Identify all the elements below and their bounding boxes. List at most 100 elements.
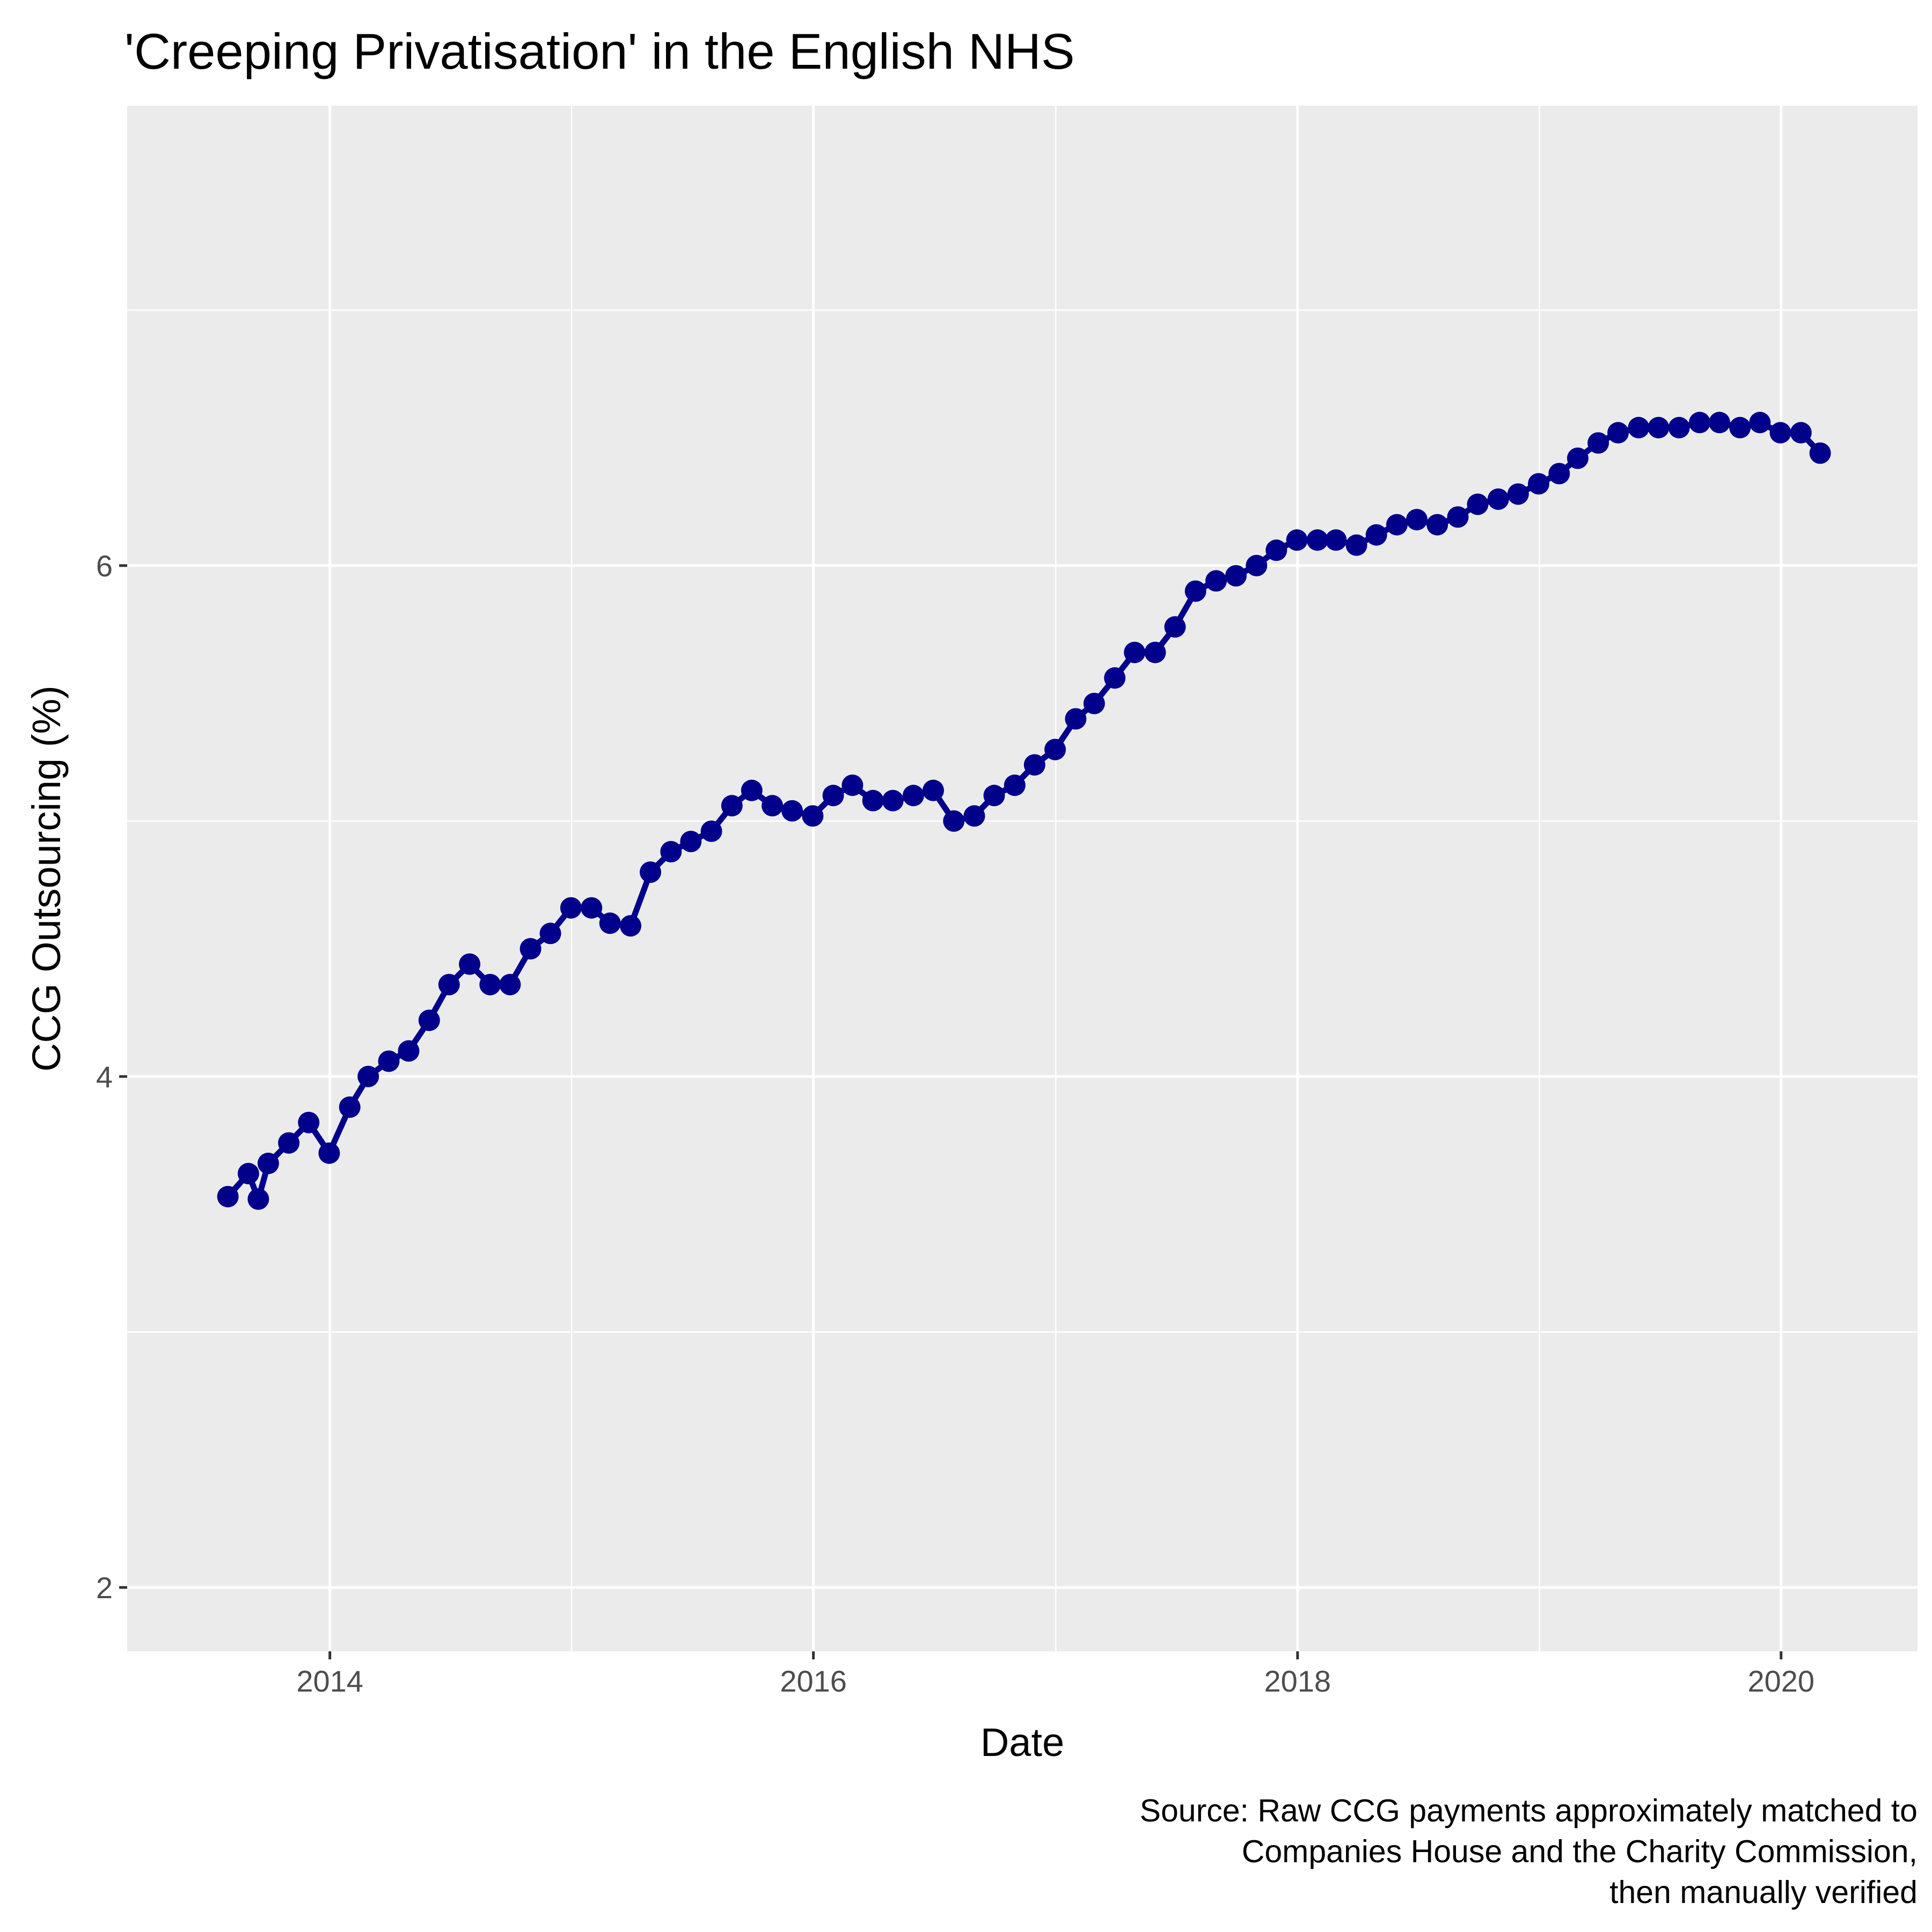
data-point: [1749, 412, 1771, 434]
data-point: [599, 912, 621, 934]
data-point: [357, 1065, 379, 1087]
data-point: [1528, 473, 1549, 495]
data-point: [479, 974, 501, 996]
data-point: [1507, 483, 1529, 505]
data-point: [660, 841, 682, 862]
data-point: [519, 938, 541, 960]
data-point: [640, 861, 661, 883]
data-point: [339, 1096, 361, 1118]
data-point: [418, 1009, 440, 1031]
data-point: [1164, 616, 1186, 638]
data-point: [1426, 514, 1448, 536]
data-point: [862, 789, 884, 811]
data-point: [680, 831, 702, 852]
data-point: [1083, 692, 1105, 714]
data-point: [1286, 529, 1308, 551]
caption-line-3: then manually verified: [1609, 1875, 1918, 1910]
data-point: [882, 789, 904, 811]
data-point: [802, 805, 824, 827]
data-point: [1467, 493, 1489, 515]
data-point: [741, 779, 763, 801]
y-axis-title: CCG Outsourcing (%): [24, 685, 69, 1072]
grid-lines: [127, 106, 1918, 1651]
data-point: [1065, 708, 1087, 730]
x-tick-label: 2018: [1264, 1664, 1331, 1698]
data-point: [1265, 539, 1287, 561]
data-point: [1587, 432, 1609, 454]
caption-line-2: Companies House and the Charity Commissi…: [1242, 1834, 1918, 1869]
data-point: [762, 795, 784, 817]
series-group: [217, 412, 1831, 1210]
axes: 2 4 6 2014 2016 2018 2020: [96, 549, 1814, 1698]
data-point: [1023, 754, 1045, 776]
data-point: [943, 810, 965, 832]
data-point: [1607, 422, 1629, 444]
data-point: [1729, 416, 1751, 438]
data-point: [378, 1050, 400, 1072]
y-tick-label: 6: [96, 549, 113, 583]
data-point: [438, 974, 460, 996]
data-point: [1487, 488, 1509, 510]
data-point: [1567, 447, 1589, 469]
data-point: [1345, 534, 1367, 556]
data-point: [1406, 509, 1428, 531]
data-point: [1668, 416, 1690, 438]
data-point: [700, 820, 722, 842]
caption: Source: Raw CCG payments approximately m…: [1140, 1793, 1918, 1910]
data-point: [298, 1111, 320, 1133]
data-point: [247, 1188, 269, 1210]
data-point: [963, 805, 985, 827]
data-point: [278, 1132, 300, 1154]
data-point: [1306, 529, 1328, 551]
data-point: [923, 779, 944, 801]
y-tick-label: 2: [96, 1571, 113, 1605]
data-point: [1104, 667, 1126, 689]
data-point: [1447, 506, 1469, 528]
data-point: [1790, 422, 1812, 444]
data-point: [257, 1152, 279, 1174]
data-point: [1648, 416, 1670, 438]
data-point: [1386, 514, 1408, 536]
data-point: [237, 1162, 259, 1184]
data-point: [581, 897, 603, 919]
data-point: [1225, 565, 1247, 587]
data-point: [841, 774, 863, 796]
data-point: [1004, 774, 1026, 796]
data-point: [1205, 570, 1227, 592]
data-point: [1709, 412, 1730, 434]
data-point: [1124, 641, 1146, 663]
data-point: [1809, 442, 1831, 464]
data-point: [1044, 738, 1066, 760]
data-point: [721, 795, 743, 817]
caption-line-1: Source: Raw CCG payments approximately m…: [1140, 1793, 1918, 1828]
data-point: [903, 785, 924, 807]
data-point: [822, 785, 844, 807]
data-point: [1325, 529, 1347, 551]
plot-panel: [127, 106, 1918, 1651]
data-point: [1365, 524, 1387, 546]
data-point: [1689, 412, 1710, 434]
x-tick-label: 2016: [780, 1664, 847, 1698]
data-point: [1184, 580, 1206, 602]
data-point: [1628, 416, 1650, 438]
data-point: [1548, 463, 1570, 485]
chart-title: 'Creeping Privatisation' in the English …: [125, 23, 1075, 79]
data-point: [560, 897, 582, 919]
data-point: [1246, 554, 1268, 576]
data-point: [499, 974, 521, 996]
data-point: [1769, 422, 1791, 444]
data-point: [1144, 641, 1166, 663]
x-tick-label: 2020: [1747, 1664, 1814, 1698]
x-tick-label: 2014: [296, 1664, 363, 1698]
data-point: [539, 923, 561, 945]
data-point: [318, 1142, 340, 1164]
data-point: [459, 953, 481, 975]
data-point: [217, 1185, 239, 1208]
data-point: [398, 1040, 420, 1062]
x-axis-title: Date: [980, 1720, 1064, 1765]
y-tick-label: 4: [96, 1060, 113, 1094]
data-point: [983, 785, 1005, 807]
data-point: [781, 800, 803, 822]
data-point: [620, 915, 641, 937]
